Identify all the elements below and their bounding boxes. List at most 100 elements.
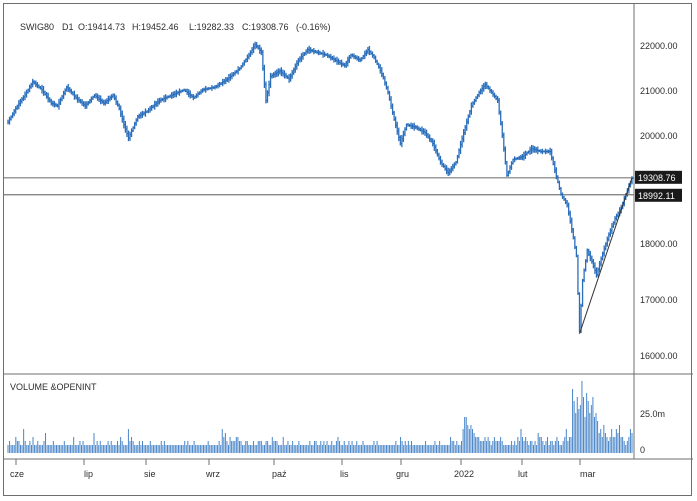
volume-bar <box>492 441 494 453</box>
volume-bar <box>167 445 169 453</box>
volume-bar <box>57 445 59 453</box>
volume-bar <box>324 445 326 453</box>
volume-bar <box>568 437 570 453</box>
time-tick-label: paź <box>272 469 287 479</box>
volume-bar <box>45 433 47 453</box>
volume-bar <box>160 441 162 453</box>
volume-bar <box>51 445 53 453</box>
volume-bar <box>342 445 344 453</box>
volume-bar <box>192 445 194 453</box>
volume-bar <box>173 445 175 453</box>
volume-bar <box>334 445 336 453</box>
volume-bar <box>165 445 167 453</box>
chart-frame: SWIG80 D1 O:19414.73 H:19452.46 L:19282.… <box>3 3 693 496</box>
volume-bar <box>62 445 64 453</box>
time-tick-label: 2022 <box>454 469 474 479</box>
volume-bar <box>453 441 455 453</box>
volume-bar <box>21 445 23 453</box>
volume-bar <box>608 441 610 453</box>
volume-bar <box>323 441 325 453</box>
volume-bar <box>478 437 480 453</box>
volume-bar <box>159 445 161 453</box>
volume-bar <box>9 441 11 453</box>
volume-bar <box>370 445 372 453</box>
volume-bar <box>118 445 120 453</box>
volume-bar <box>49 445 51 453</box>
trend-line[interactable] <box>579 177 633 334</box>
volume-bar <box>365 445 367 453</box>
volume-bar <box>525 437 527 453</box>
volume-bar <box>273 441 275 453</box>
volume-bar <box>514 441 516 453</box>
volume-bar <box>509 445 511 453</box>
volume-bar <box>500 437 502 453</box>
volume-bar <box>314 441 316 453</box>
volume-bar <box>248 445 250 453</box>
volume-bar <box>486 441 488 453</box>
volume-bar <box>307 445 309 453</box>
time-tick-label: lip <box>84 469 93 479</box>
volume-bar <box>479 441 481 453</box>
time-tick-label: sie <box>144 469 156 479</box>
volume-bar <box>87 445 89 453</box>
volume-bar <box>454 445 456 453</box>
volume-bar <box>93 433 95 453</box>
volume-bar <box>367 445 369 453</box>
volume-bar <box>299 445 301 453</box>
volume-bar <box>364 445 366 453</box>
volume-bar <box>450 437 452 453</box>
volume-bar <box>523 441 525 453</box>
volume-bar <box>145 445 147 453</box>
volume-bar <box>615 429 617 453</box>
volume-bar <box>626 441 628 453</box>
volume-bar <box>181 445 183 453</box>
volume-bar <box>584 417 586 453</box>
volume-bar <box>234 441 236 453</box>
volume-bar <box>426 445 428 453</box>
volume-bar <box>573 401 575 453</box>
volume-bar <box>467 425 469 453</box>
price-tick-label: 17000.00 <box>640 295 678 305</box>
volume-bar <box>326 441 328 453</box>
volume-bar <box>345 445 347 453</box>
volume-bar <box>572 389 574 453</box>
volume-bar <box>149 441 151 453</box>
volume-bar <box>23 429 25 453</box>
price-tick-label: 21000.00 <box>640 86 678 96</box>
volume-bar <box>238 441 240 453</box>
volume-bar <box>409 445 411 453</box>
volume-bar <box>547 437 549 453</box>
volume-bar <box>187 441 189 453</box>
volume-bar <box>603 425 605 453</box>
volume-bar <box>235 437 237 453</box>
volume-bar <box>339 441 341 453</box>
volume-axis-label: 25.0m <box>640 409 665 419</box>
volume-bar <box>63 441 65 453</box>
volume-bar <box>612 437 614 453</box>
volume-bar <box>531 441 533 453</box>
volume-bar <box>434 441 436 453</box>
volume-bar <box>304 445 306 453</box>
volume-bar <box>88 445 90 453</box>
volume-bar <box>290 445 292 453</box>
volume-bar <box>271 437 273 453</box>
volume-bar <box>177 445 179 453</box>
volume-bar <box>360 445 362 453</box>
volume-bar <box>52 441 54 453</box>
volume-bar <box>215 445 217 453</box>
volume-bar <box>293 445 295 453</box>
volume-bar <box>55 445 57 453</box>
volume-bar <box>265 441 267 453</box>
volume-bar <box>550 441 552 453</box>
volume-bar <box>204 445 206 453</box>
volume-bar <box>140 445 142 453</box>
volume-bar <box>59 445 61 453</box>
volume-bar <box>284 445 286 453</box>
volume-bar <box>628 437 630 453</box>
volume-bar <box>534 441 536 453</box>
volume-bar <box>71 445 73 453</box>
price-chart: SWIG80 D1 O:19414.73 H:19452.46 L:19282.… <box>4 4 693 479</box>
volume-bar <box>182 445 184 453</box>
volume-bar <box>429 445 431 453</box>
volume-bar <box>357 445 359 453</box>
